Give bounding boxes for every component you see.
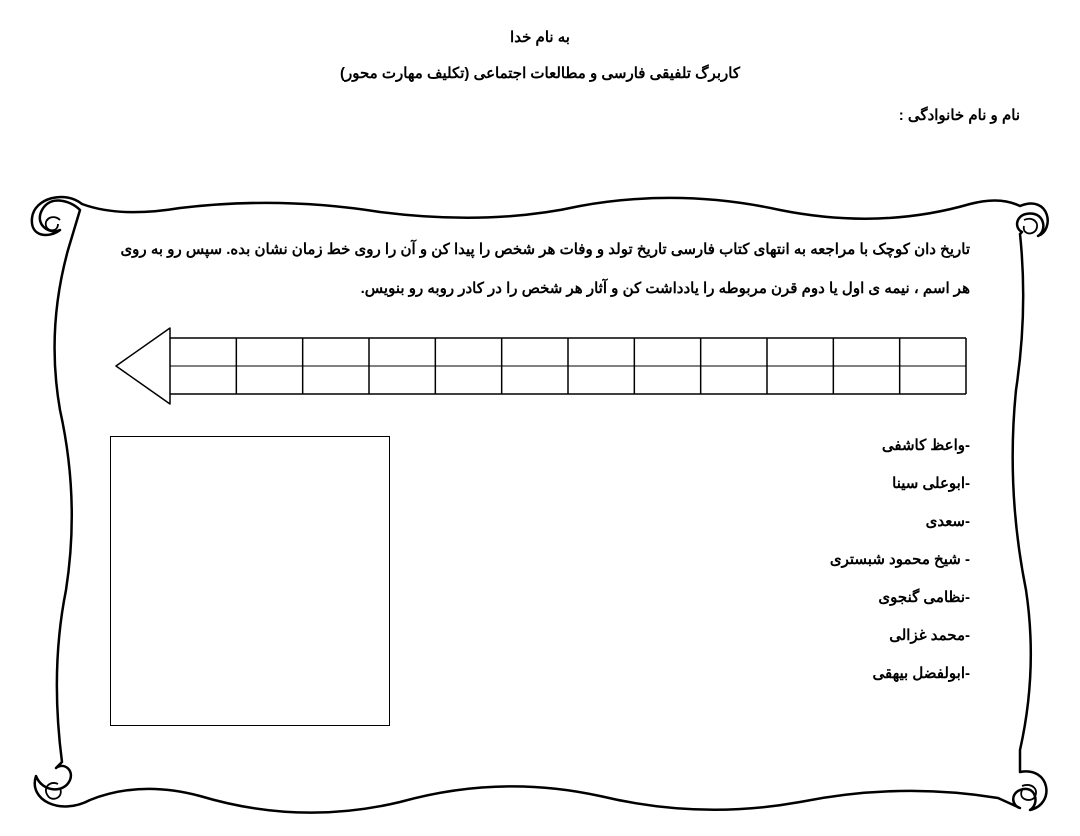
name-item: -واعظ کاشفی [830,436,970,454]
name-item: - شیخ محمود شبستری [830,550,970,568]
instruction-line-2: هر اسم ، نیمه ی اول یا دوم قرن مربوطه را… [110,269,970,308]
name-item: -ابولفضل بیهقی [830,664,970,682]
scroll-frame: تاریخ دان کوچک با مراجعه به انتهای کتاب … [20,190,1060,818]
answer-box[interactable] [110,436,390,726]
name-item: -محمد غزالی [830,626,970,644]
bismillah-text: به نام خدا [0,28,1080,46]
name-item: -سعدی [830,512,970,530]
names-list: -واعظ کاشفی -ابوعلی سینا -سعدی - شیخ محمود … [830,436,970,702]
name-item: -ابوعلی سینا [830,474,970,492]
instructions-text: تاریخ دان کوچک با مراجعه به انتهای کتاب … [110,230,970,308]
worksheet-title: کاربرگ تلفیقی فارسی و مطالعات اجتماعی (ت… [0,64,1080,82]
instruction-line-1: تاریخ دان کوچک با مراجعه به انتهای کتاب … [110,230,970,269]
name-item: -نظامی گنجوی [830,588,970,606]
name-label: نام و نام خانوادگی : [0,106,1080,124]
timeline-arrow [110,326,970,406]
